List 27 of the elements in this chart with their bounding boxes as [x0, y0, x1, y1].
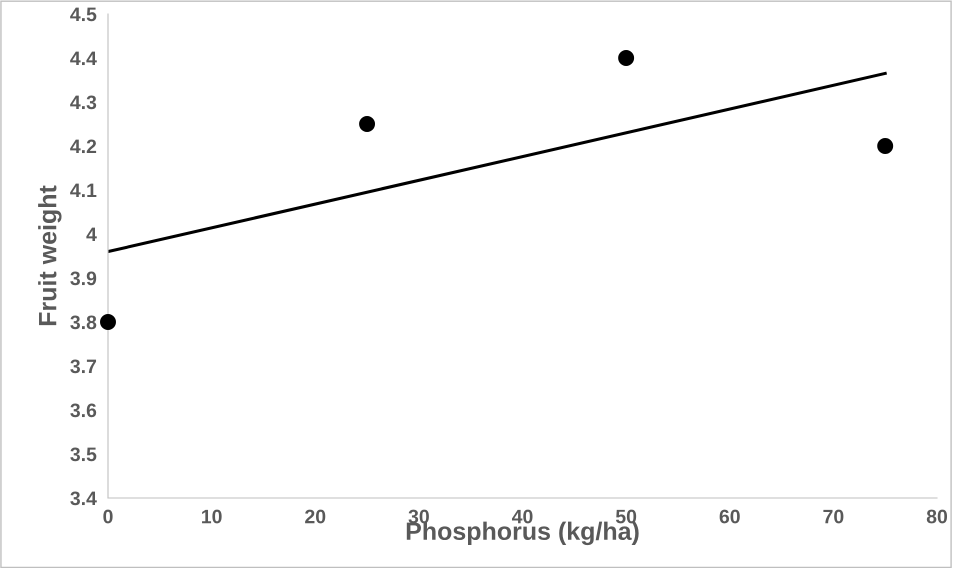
point	[877, 138, 894, 154]
point	[359, 116, 376, 132]
y-tick-label: 4.2	[70, 139, 96, 154]
x-tick-label: 30	[408, 510, 429, 524]
y-tick-label: 4.4	[70, 52, 97, 66]
x-tick-label: 20	[305, 510, 326, 524]
y-tick-label: 4.3	[70, 95, 96, 110]
x-tick-label: 80	[926, 510, 948, 524]
y-tick-label: 3.8	[70, 315, 96, 330]
x-tick-label: 10	[202, 510, 222, 524]
y-tick-label: 3.7	[70, 359, 96, 374]
y-tick-label: 3.5	[70, 447, 96, 462]
x-tick-label: 40	[512, 510, 533, 524]
y-tick-label: 3.6	[70, 403, 96, 418]
x-tick-label: 50	[616, 510, 636, 524]
point	[618, 50, 634, 66]
y-tick-label: 4.5	[70, 8, 96, 22]
x-tick-label: 0	[103, 510, 113, 524]
y-tick-label: 4	[86, 228, 97, 242]
x-tick-label: 70	[823, 510, 844, 524]
y-axis-title: Fruit weight	[38, 185, 62, 326]
point	[100, 314, 116, 330]
x-axis-title: Phosphorus (kg/ha)	[406, 522, 639, 546]
x-tick-label: 60	[720, 510, 740, 524]
y-tick-label: 4.1	[70, 184, 96, 198]
y-tick-label: 3.4	[70, 491, 97, 506]
y-tick-label: 3.9	[70, 271, 96, 286]
